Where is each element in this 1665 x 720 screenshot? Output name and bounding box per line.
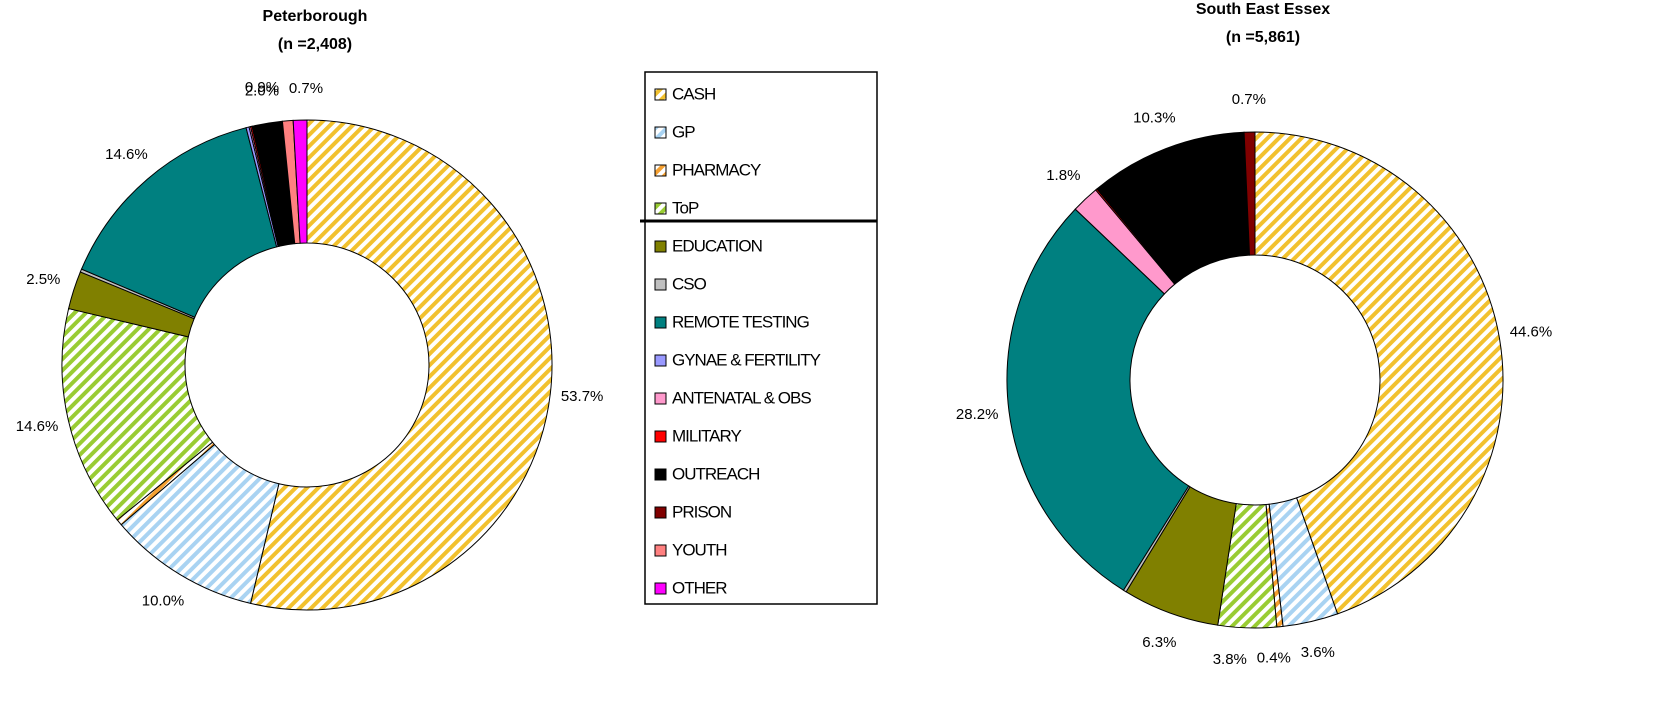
data-label: 28.2% — [956, 406, 999, 423]
legend-label: GYNAE & FERTILITY — [672, 350, 821, 369]
legend-label: CSO — [672, 274, 707, 293]
donut-slice — [249, 119, 553, 611]
donut-slice — [1254, 131, 1504, 615]
data-label: 10.3% — [1133, 110, 1176, 127]
legend-swatch — [654, 392, 667, 405]
data-label: 10.0% — [142, 593, 185, 610]
data-label: 2.5% — [26, 271, 60, 288]
chart-title: South East Essex — [1196, 1, 1330, 18]
chart-subtitle: (n =5,861) — [1226, 29, 1300, 46]
legend-swatch — [654, 582, 667, 595]
legend-label: GP — [672, 122, 695, 141]
data-label: 0.7% — [1232, 91, 1266, 108]
donut-slice — [80, 127, 278, 318]
legend-swatch — [654, 88, 667, 101]
legend-swatch — [654, 506, 667, 519]
legend-swatch — [654, 430, 667, 443]
legend-box — [644, 71, 878, 605]
legend-swatch — [654, 544, 667, 557]
legend-label: PHARMACY — [672, 160, 761, 179]
legend-label: YOUTH — [672, 540, 727, 559]
legend-label: OTHER — [672, 578, 727, 597]
donut-slice — [61, 307, 214, 521]
legend-label: CASH — [672, 84, 715, 103]
data-label: 44.6% — [1510, 324, 1553, 341]
donut-slice — [1006, 208, 1190, 591]
legend-label: MILITARY — [672, 426, 741, 445]
data-label: 0.9% — [245, 79, 279, 96]
legend-label: EDUCATION — [672, 236, 762, 255]
data-label: 0.7% — [289, 80, 323, 97]
legend-label: PRISON — [672, 502, 731, 521]
legend-label: ToP — [672, 198, 699, 217]
chart-subtitle: (n =2,408) — [278, 36, 352, 53]
legend-swatch — [654, 316, 667, 329]
donut-slice — [292, 119, 308, 244]
legend-swatch — [654, 164, 667, 177]
legend-swatch — [654, 468, 667, 481]
legend-label: ANTENATAL & OBS — [672, 388, 811, 407]
data-label: 3.8% — [1213, 651, 1247, 668]
data-label: 53.7% — [561, 388, 604, 405]
legend-swatch — [654, 278, 667, 291]
legend-swatch — [654, 354, 667, 367]
data-label: 1.8% — [1046, 167, 1080, 184]
legend-label: REMOTE TESTING — [672, 312, 809, 331]
data-label: 2.0% — [245, 83, 279, 100]
legend-label: OUTREACH — [672, 464, 759, 483]
chart-title: Peterborough — [263, 8, 368, 25]
legend-swatch — [654, 240, 667, 253]
data-label: 3.6% — [1301, 644, 1335, 661]
data-label: 0.4% — [1257, 650, 1291, 667]
data-label: 14.6% — [16, 418, 59, 435]
legend-swatch — [654, 126, 667, 139]
data-label: 14.6% — [105, 146, 148, 163]
legend-swatch — [654, 202, 667, 215]
data-label: 6.3% — [1142, 634, 1176, 651]
